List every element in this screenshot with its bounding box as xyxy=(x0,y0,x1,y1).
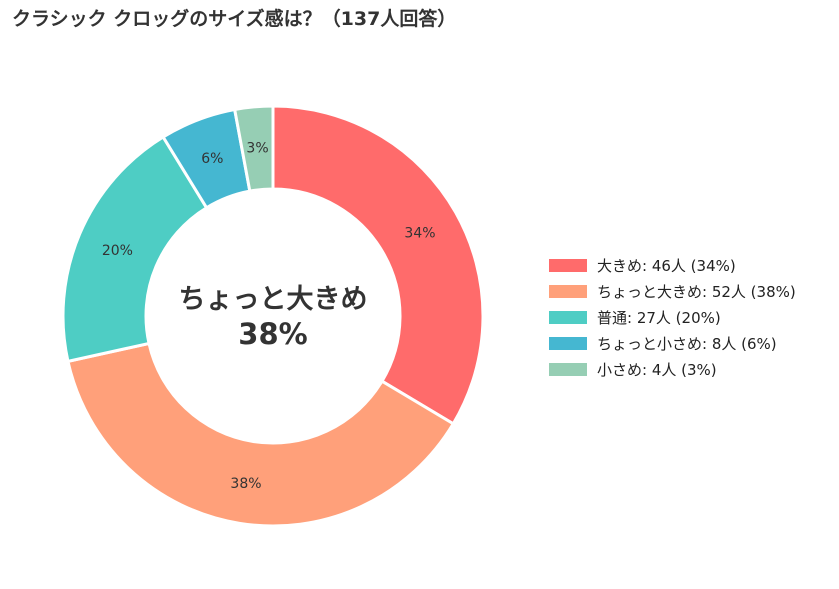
slice-percent-labels: 34% 38% 20% 6% 3% xyxy=(102,141,436,492)
slice-percent-label: 34% xyxy=(404,226,435,242)
slice-percent-label: 6% xyxy=(201,151,223,167)
legend-label: 普通: 27人 (20%) xyxy=(597,308,721,327)
donut-slices xyxy=(61,104,485,528)
legend: 大きめ: 46人 (34%) ちょっと大きめ: 52人 (38%) 普通: 27… xyxy=(549,252,796,382)
legend-swatch xyxy=(549,258,587,272)
donut-slice xyxy=(271,104,485,426)
legend-item: 普通: 27人 (20%) xyxy=(549,304,796,330)
slice-percent-label: 3% xyxy=(246,141,268,157)
slice-percent-label: 38% xyxy=(230,476,261,492)
donut-slice xyxy=(66,341,456,528)
legend-label: 小さめ: 4人 (3%) xyxy=(597,360,717,379)
center-label: ちょっと大きめ xyxy=(179,284,368,315)
legend-swatch xyxy=(549,310,587,324)
slice-percent-label: 20% xyxy=(102,243,133,259)
legend-swatch xyxy=(549,336,587,350)
legend-item: 大きめ: 46人 (34%) xyxy=(549,252,796,278)
donut-slice xyxy=(232,104,275,193)
donut-slice xyxy=(61,134,209,364)
legend-swatch xyxy=(549,362,587,376)
chart-title: クラシック クロッグのサイズ感は？（137人回答） xyxy=(12,8,457,30)
legend-item: ちょっと小さめ: 8人 (6%) xyxy=(549,330,796,356)
legend-item: 小さめ: 4人 (3%) xyxy=(549,356,796,382)
legend-swatch xyxy=(549,284,587,298)
legend-label: ちょっと大きめ: 52人 (38%) xyxy=(597,282,796,301)
center-value: 38% xyxy=(238,317,307,351)
legend-label: ちょっと小さめ: 8人 (6%) xyxy=(597,334,777,353)
legend-item: ちょっと大きめ: 52人 (38%) xyxy=(549,278,796,304)
legend-label: 大きめ: 46人 (34%) xyxy=(597,256,736,275)
